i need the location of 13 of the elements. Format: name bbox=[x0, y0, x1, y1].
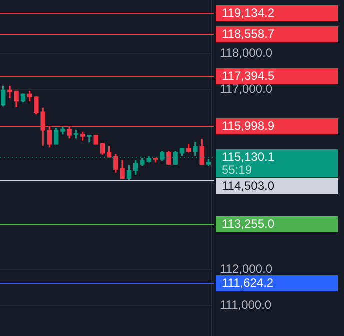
y-tick-label: 118,000.0 bbox=[220, 46, 273, 60]
y-tick-label: 112,000.0 bbox=[220, 262, 273, 276]
y-tick-label: 117,000.0 bbox=[220, 82, 273, 96]
ref-line-label: 115,998.9 bbox=[222, 118, 275, 133]
ref-line-label: 119,134.2 bbox=[222, 6, 275, 20]
y-tick-label: 111,000.0 bbox=[220, 298, 272, 312]
ref-line-label: 114,503.0 bbox=[222, 178, 275, 193]
ref-line-label: 113,255.0 bbox=[222, 216, 275, 231]
ref-line-label: 115,130.1 bbox=[222, 150, 275, 164]
ref-line-label: 117,394.5 bbox=[222, 68, 275, 83]
ref-line-label: 111,624.2 bbox=[222, 276, 274, 290]
text: 55:19 bbox=[222, 162, 252, 177]
ref-line-label: 118,558.7 bbox=[222, 26, 275, 41]
